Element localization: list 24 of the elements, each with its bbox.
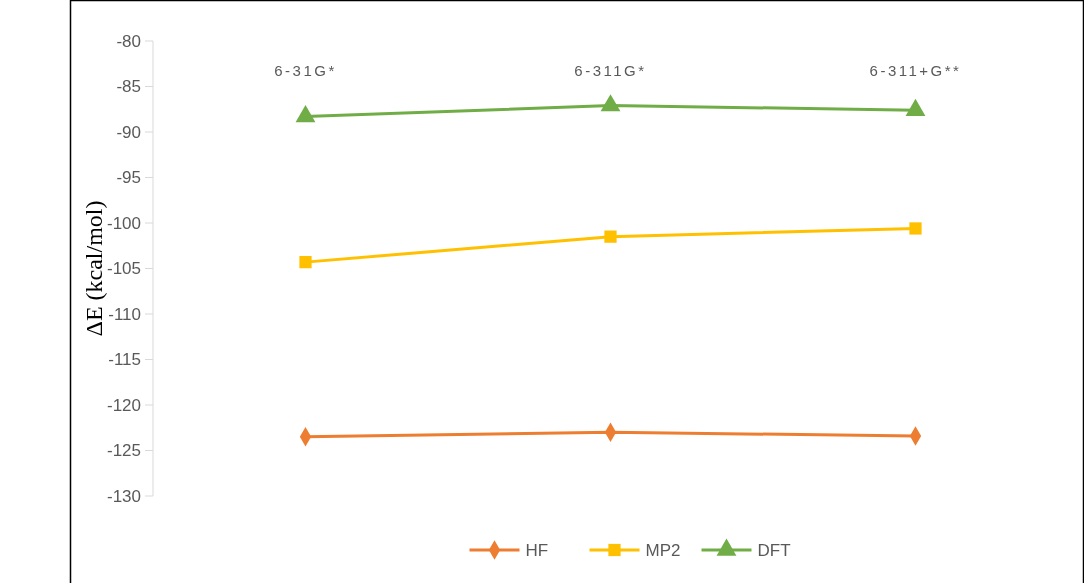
point bbox=[604, 230, 617, 243]
legend-label: HF bbox=[525, 540, 549, 560]
point bbox=[295, 105, 316, 123]
y-tick-label: -110 bbox=[108, 304, 141, 324]
legend-label: MP2 bbox=[645, 540, 681, 560]
y-tick-label: -115 bbox=[108, 350, 141, 370]
y-tick-label: -100 bbox=[106, 213, 141, 233]
x-tick-label: 6-311G* bbox=[574, 62, 647, 79]
y-tick-label: -90 bbox=[116, 122, 141, 142]
point bbox=[299, 256, 312, 269]
point bbox=[909, 222, 922, 235]
y-tick-label: -105 bbox=[106, 259, 141, 279]
y-tick-label: -95 bbox=[116, 168, 141, 188]
x-tick-label: 6-31G* bbox=[274, 62, 337, 79]
y-tick-label: -80 bbox=[116, 31, 141, 51]
y-axis-title: ΔE (kcal/mol) bbox=[81, 200, 107, 337]
y-tick-label: -120 bbox=[106, 395, 141, 415]
x-tick-label: 6-311+G** bbox=[869, 62, 962, 79]
y-tick-label: -85 bbox=[116, 77, 141, 97]
point bbox=[600, 94, 621, 112]
legend-label: DFT bbox=[757, 540, 791, 560]
y-tick-label: -125 bbox=[106, 441, 141, 461]
y-tick-label: -130 bbox=[106, 486, 141, 506]
point bbox=[905, 98, 926, 116]
